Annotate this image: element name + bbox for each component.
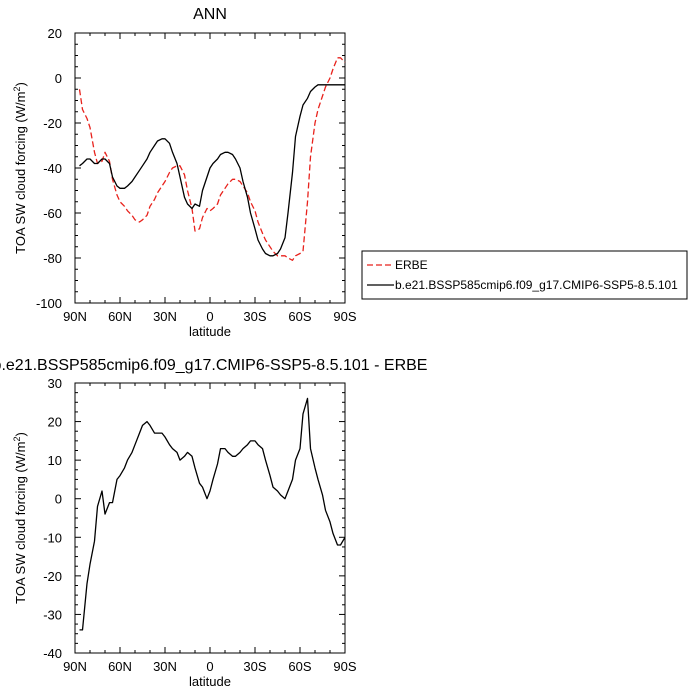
x-tick-label: 30N [153,659,177,674]
legend-entry: b.e21.BSSP585cmip6.f09_g17.CMIP6-SSP5-8.… [395,278,678,292]
x-tick-label: 0 [206,659,213,674]
legend-entry: ERBE [395,258,428,272]
legend-box [361,250,688,300]
x-axis-label: latitude [189,674,231,689]
x-tick-label: 30S [243,309,266,324]
series-line-erbe [78,57,346,261]
y-tick-label: 10 [48,453,62,468]
y-tick-label: -20 [43,116,62,131]
x-tick-label: 90N [63,659,87,674]
y-tick-label: -10 [43,530,62,545]
legend: ERBE b.e21.BSSP585cmip6.f09_g17.CMIP6-SSP… [361,250,688,300]
chart-title: b.e21.BSSP585cmip6.f09_g17.CMIP6-SSP5-8.… [0,357,427,374]
x-tick-label: 90S [333,659,356,674]
chart-panel-2: b.e21.BSSP585cmip6.f09_g17.CMIP6-SSP5-8.… [0,357,427,689]
x-tick-label: 30N [153,309,177,324]
x-tick-label: 90S [333,309,356,324]
y-tick-label: 20 [48,26,62,41]
x-tick-label: 0 [206,309,213,324]
y-tick-label: 20 [48,415,62,430]
y-axis-label: TOA SW cloud forcing (W/m2) [12,82,28,254]
x-tick-label: 60S [288,309,311,324]
x-tick-label: 60N [108,659,132,674]
y-tick-label: -30 [43,607,62,622]
y-tick-label: 30 [48,376,62,391]
y-axis-label: TOA SW cloud forcing (W/m2) [12,432,28,604]
y-tick-label: -40 [43,646,62,661]
x-axis-label: latitude [189,324,231,339]
y-tick-label: -80 [43,251,62,266]
x-tick-label: 90N [63,309,87,324]
chart-title: ANN [193,6,227,23]
chart-panel-1: ANN 90N 60N 30N 0 30S 60S 90S 20 0 -20 -40 -60 -80 -10… [12,6,688,339]
y-tick-label: -60 [43,206,62,221]
y-tick-label: 0 [55,71,62,86]
x-tick-label: 60S [288,659,311,674]
y-tick-label: -100 [36,296,62,311]
series-line-b-e21-bssp585cmip6-f09-g17-cmip6-ssp5-8-5-101 [79,84,345,257]
x-tick-label: 30S [243,659,266,674]
y-tick-label: 0 [55,492,62,507]
series-line-difference [79,397,346,631]
y-tick-label: -20 [43,569,62,584]
y-tick-label: -40 [43,161,62,176]
x-tick-label: 60N [108,309,132,324]
charts-root: ANN 90N 60N 30N 0 30S 60S 90S 20 0 -20 -40 -60 -80 -10… [0,6,688,689]
